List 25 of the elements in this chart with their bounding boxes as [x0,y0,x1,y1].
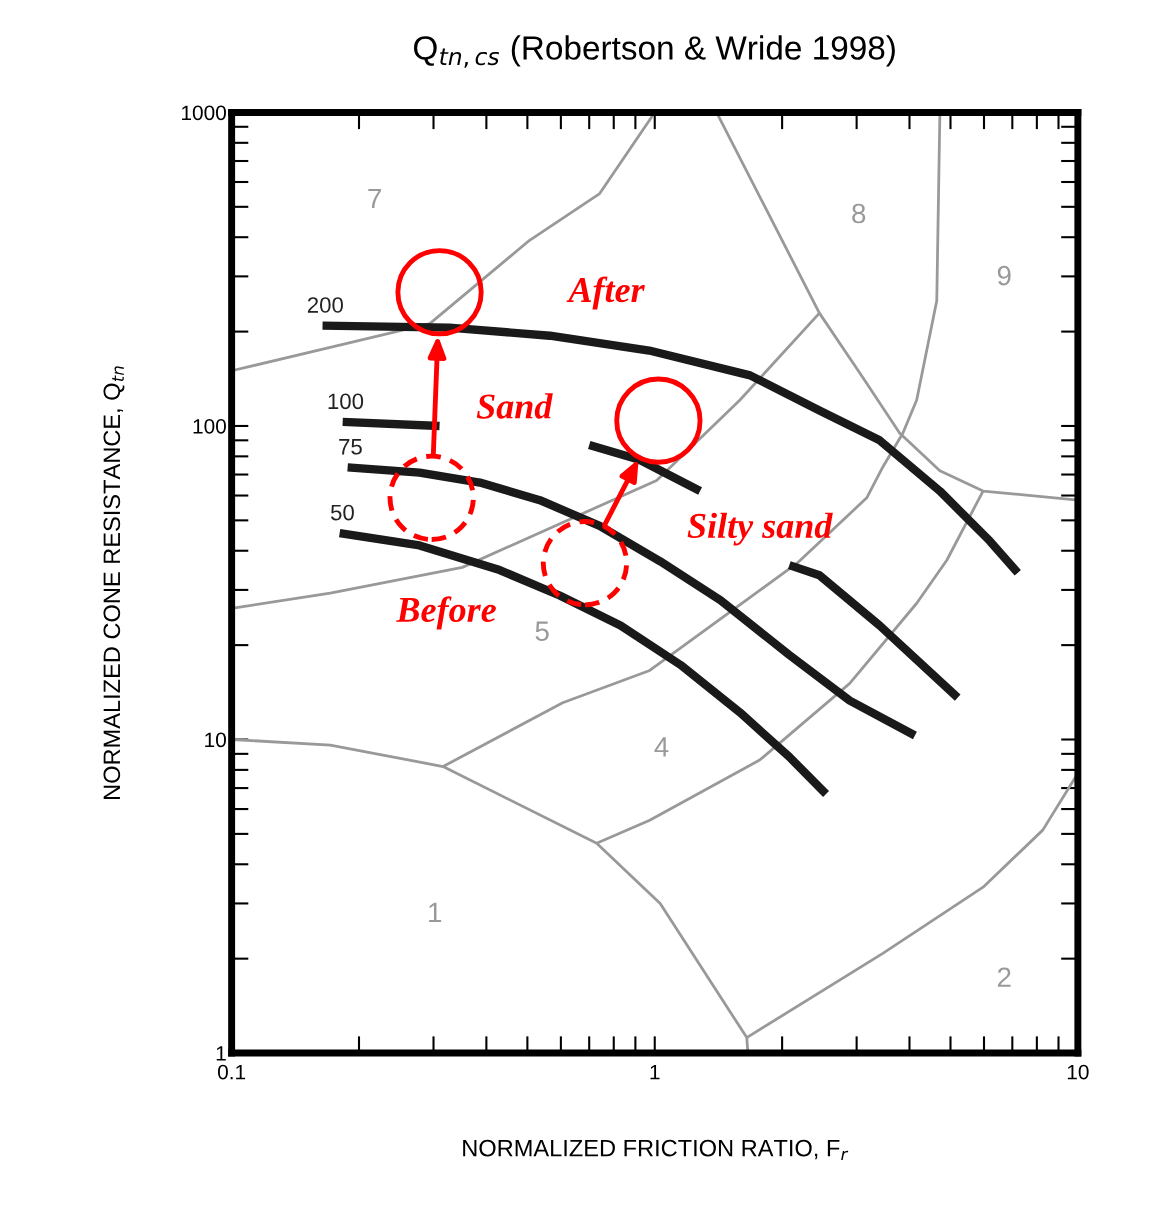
series-label: 75 [339,439,362,455]
chart-title: Q$_{tn,cs}$ (Robertson & Wride 1998) [413,35,895,68]
x-tick-label: 1 [650,1064,660,1080]
annotation: Silty sand [687,512,833,546]
annotation: 9 [997,265,1011,286]
annotation: 8 [852,203,866,224]
y-tick-label: 1000 [182,105,226,121]
annotation: Before [396,596,496,630]
x-axis-title: NORMALIZED FRICTION RATIO, F$_{r}$ [463,1139,849,1161]
annotation: After [566,276,645,310]
annotation: 1 [429,902,442,922]
series-label: 200 [307,297,343,313]
annotation: 2 [997,967,1011,987]
series-label: 50 [330,504,354,521]
x-tick-label: 10 [1067,1064,1089,1080]
x-tick-label: 0.1 [217,1064,246,1080]
y-tick-label: 100 [193,418,226,434]
annotation: 4 [654,737,669,757]
y-tick-label: 10 [205,732,226,748]
annotation: 7 [368,188,381,209]
annotation: Sand [476,393,553,419]
y-axis-title: NORMALIZED CONE RESISTANCE, Q$_{tn}$ [103,366,125,799]
series-label: 100 [328,393,364,410]
y-tick-label: 1 [216,1046,226,1061]
annotation: 5 [535,621,549,641]
